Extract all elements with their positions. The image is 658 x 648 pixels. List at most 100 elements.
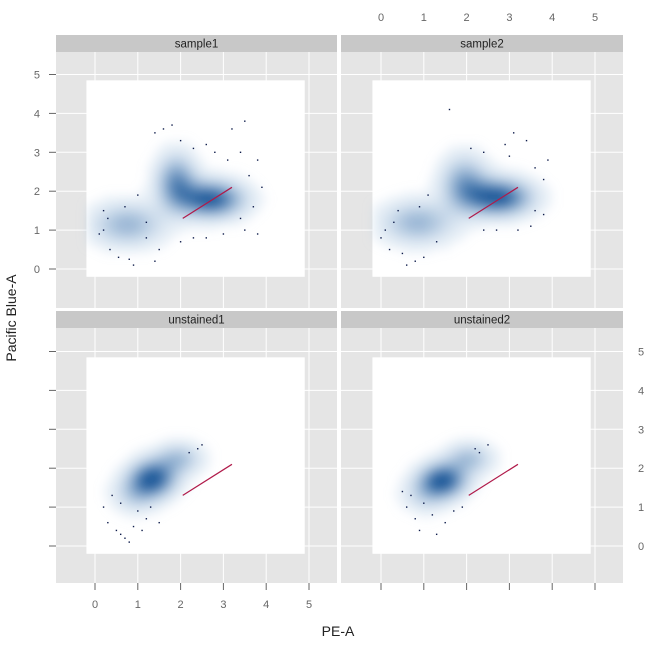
density-cell [176,222,182,227]
density-cell [470,475,476,481]
density-cell [517,206,523,212]
density-cell [137,230,143,235]
density-cell [410,226,416,231]
density-cell [440,444,446,450]
density-cell [445,237,451,243]
density-cell [159,245,165,251]
density-cell [189,144,195,150]
y-tick-label-right: 2 [638,463,644,475]
density-cell [142,499,147,504]
density-cell [500,222,506,227]
density-cell [402,226,408,231]
density-cell [419,510,425,516]
density-cell [458,167,463,173]
outlier-point [405,506,408,508]
density-cell [159,440,165,446]
density-cell [415,491,421,497]
density-cell [189,444,195,450]
density-cell [163,237,169,243]
density-cell [419,475,425,481]
density-cell [398,202,403,208]
density-cell [163,202,169,208]
density-cell [184,456,190,462]
density-cell [146,495,152,500]
density-cell [393,198,399,204]
outlier-point [405,264,408,266]
density-cell [466,214,472,220]
density-cell [112,198,117,204]
density-cell [423,472,429,477]
density-cell [193,187,199,192]
density-cell [210,175,216,181]
density-cell [249,187,254,192]
density-cell [488,198,493,204]
density-cell [210,210,216,216]
density-cell [398,487,403,493]
density-cell [445,214,451,220]
density-cell [249,214,254,220]
density-cell [184,144,190,150]
density-cell [112,226,117,231]
density-cell [479,460,485,465]
density-cell [449,503,455,508]
density-cell [389,226,395,231]
density-cell [107,487,113,493]
density-cell [423,499,429,504]
density-cell [137,510,143,516]
density-cell [445,464,451,469]
density-cell [440,468,446,473]
density-cell [496,191,502,196]
density-cell [240,183,246,188]
density-cell [176,444,182,450]
density-cell [466,171,472,177]
density-cell [445,163,451,169]
density-cell [436,183,442,188]
density-cell [526,202,532,208]
density-cell [146,222,152,227]
density-cell [176,491,182,497]
density-cell [197,472,203,477]
outlier-point [111,494,113,497]
density-cell [193,160,199,165]
density-cell [146,245,152,251]
density-cell [133,218,139,223]
density-cell [180,483,186,489]
density-cell [522,175,528,181]
density-cell [547,202,553,208]
density-cell [133,475,139,481]
density-cell [95,214,100,220]
density-image [86,357,305,554]
density-cell [107,202,113,208]
density-cell [202,183,207,188]
density-cell [449,218,455,223]
density-cell [210,226,216,231]
density-cell [172,499,177,504]
density-cell [86,202,92,208]
outlier-point [435,533,438,536]
density-cell [475,160,481,165]
density-cell [479,148,485,153]
density-cell [159,452,165,458]
density-cell [150,472,156,477]
density-cell [453,222,459,227]
density-cell [475,448,481,454]
density-cell [440,218,446,223]
density-cell [261,195,267,200]
density-cell [535,214,540,220]
density-cell [543,187,549,192]
density-cell [163,175,169,181]
density-cell [167,437,173,442]
density-cell [116,483,122,489]
density-cell [159,206,165,212]
density-cell [214,206,220,212]
density-cell [206,448,212,454]
density-cell [462,214,468,220]
density-cell [184,175,190,181]
density-cell [466,230,472,235]
density-cell [189,472,195,477]
density-cell [432,210,438,216]
density-cell [112,230,117,235]
density-cell [227,191,233,196]
density-cell [180,460,186,465]
density-cell [462,495,468,500]
